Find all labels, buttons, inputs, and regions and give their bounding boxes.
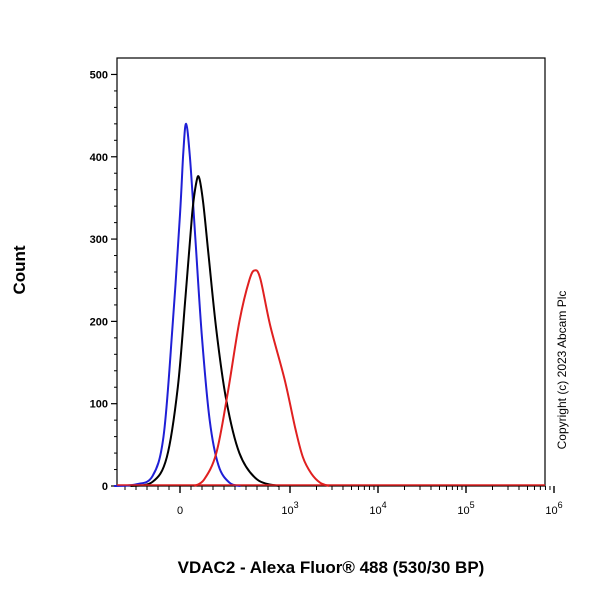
x-tick-label: 106 — [545, 500, 562, 517]
y-tick-label: 100 — [90, 399, 108, 411]
x-tick-label: 103 — [281, 500, 298, 517]
histogram-series-line — [130, 175, 280, 487]
x-tick-label: 105 — [457, 500, 474, 517]
copyright-text: Copyright (c) 2023 Abcam Plc — [555, 291, 569, 450]
histogram-series-line — [193, 269, 330, 487]
x-tick-label: 0 — [177, 505, 183, 517]
histogram-series-line — [113, 122, 241, 487]
x-axis-title: VDAC2 - Alexa Fluor® 488 (530/30 BP) — [178, 558, 485, 577]
plot-frame — [116, 57, 546, 487]
y-axis: 0 100 200 300 400 500 — [90, 69, 117, 493]
series-layer — [113, 122, 545, 487]
y-axis-title: Count — [10, 245, 29, 294]
y-tick-label: 400 — [90, 152, 108, 164]
y-tick-label: 200 — [90, 316, 108, 328]
y-tick-label: 300 — [90, 234, 108, 246]
x-tick-label: 104 — [369, 500, 386, 517]
x-axis: 0 103 104 105 106 — [124, 486, 563, 517]
y-tick-label: 0 — [102, 481, 108, 493]
y-tick-label: 500 — [90, 69, 108, 81]
